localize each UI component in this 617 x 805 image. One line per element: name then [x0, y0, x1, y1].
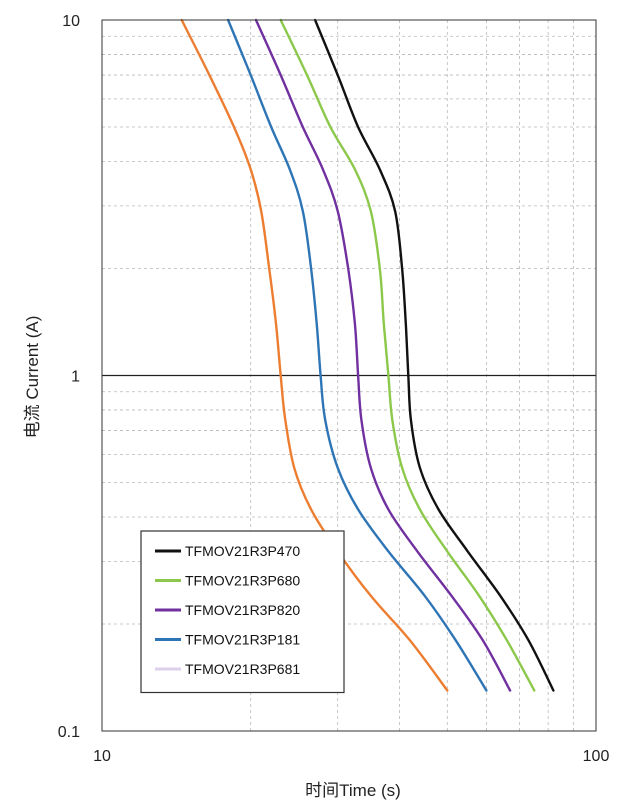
legend-label: TFMOV21R3P181	[185, 632, 300, 648]
plot-frame	[101, 19, 597, 732]
series-line-tfmov21r3p181	[226, 18, 488, 692]
legend: TFMOV21R3P470 TFMOV21R3P680 TFMOV21R3P820 T…	[140, 530, 345, 694]
tick-labels: 10 100 10 1 0.1	[58, 13, 610, 765]
series-lines	[180, 18, 555, 692]
x-tick-label: 100	[583, 748, 610, 765]
y-tick-label: 10	[62, 13, 80, 30]
legend-box	[140, 530, 345, 694]
legend-label: TFMOV21R3P470	[185, 543, 300, 559]
y-tick-label: 1	[71, 369, 80, 386]
series-line-tfmov21r3p820	[254, 18, 512, 692]
y-tick-label: 0.1	[58, 724, 80, 741]
series-line-tfmov21r3p470	[313, 18, 555, 692]
y-axis-label: 电流 Current (A)	[23, 316, 42, 439]
x-tick-label: 10	[93, 748, 111, 765]
x-axis-label: 时间Time (s)	[305, 781, 401, 800]
series-line-tfmov21r3p680	[279, 18, 536, 692]
legend-label: TFMOV21R3P680	[185, 573, 300, 589]
series-line-unnamed-5	[180, 18, 449, 692]
legend-label: TFMOV21R3P681	[185, 661, 300, 677]
legend-label: TFMOV21R3P820	[185, 602, 300, 618]
